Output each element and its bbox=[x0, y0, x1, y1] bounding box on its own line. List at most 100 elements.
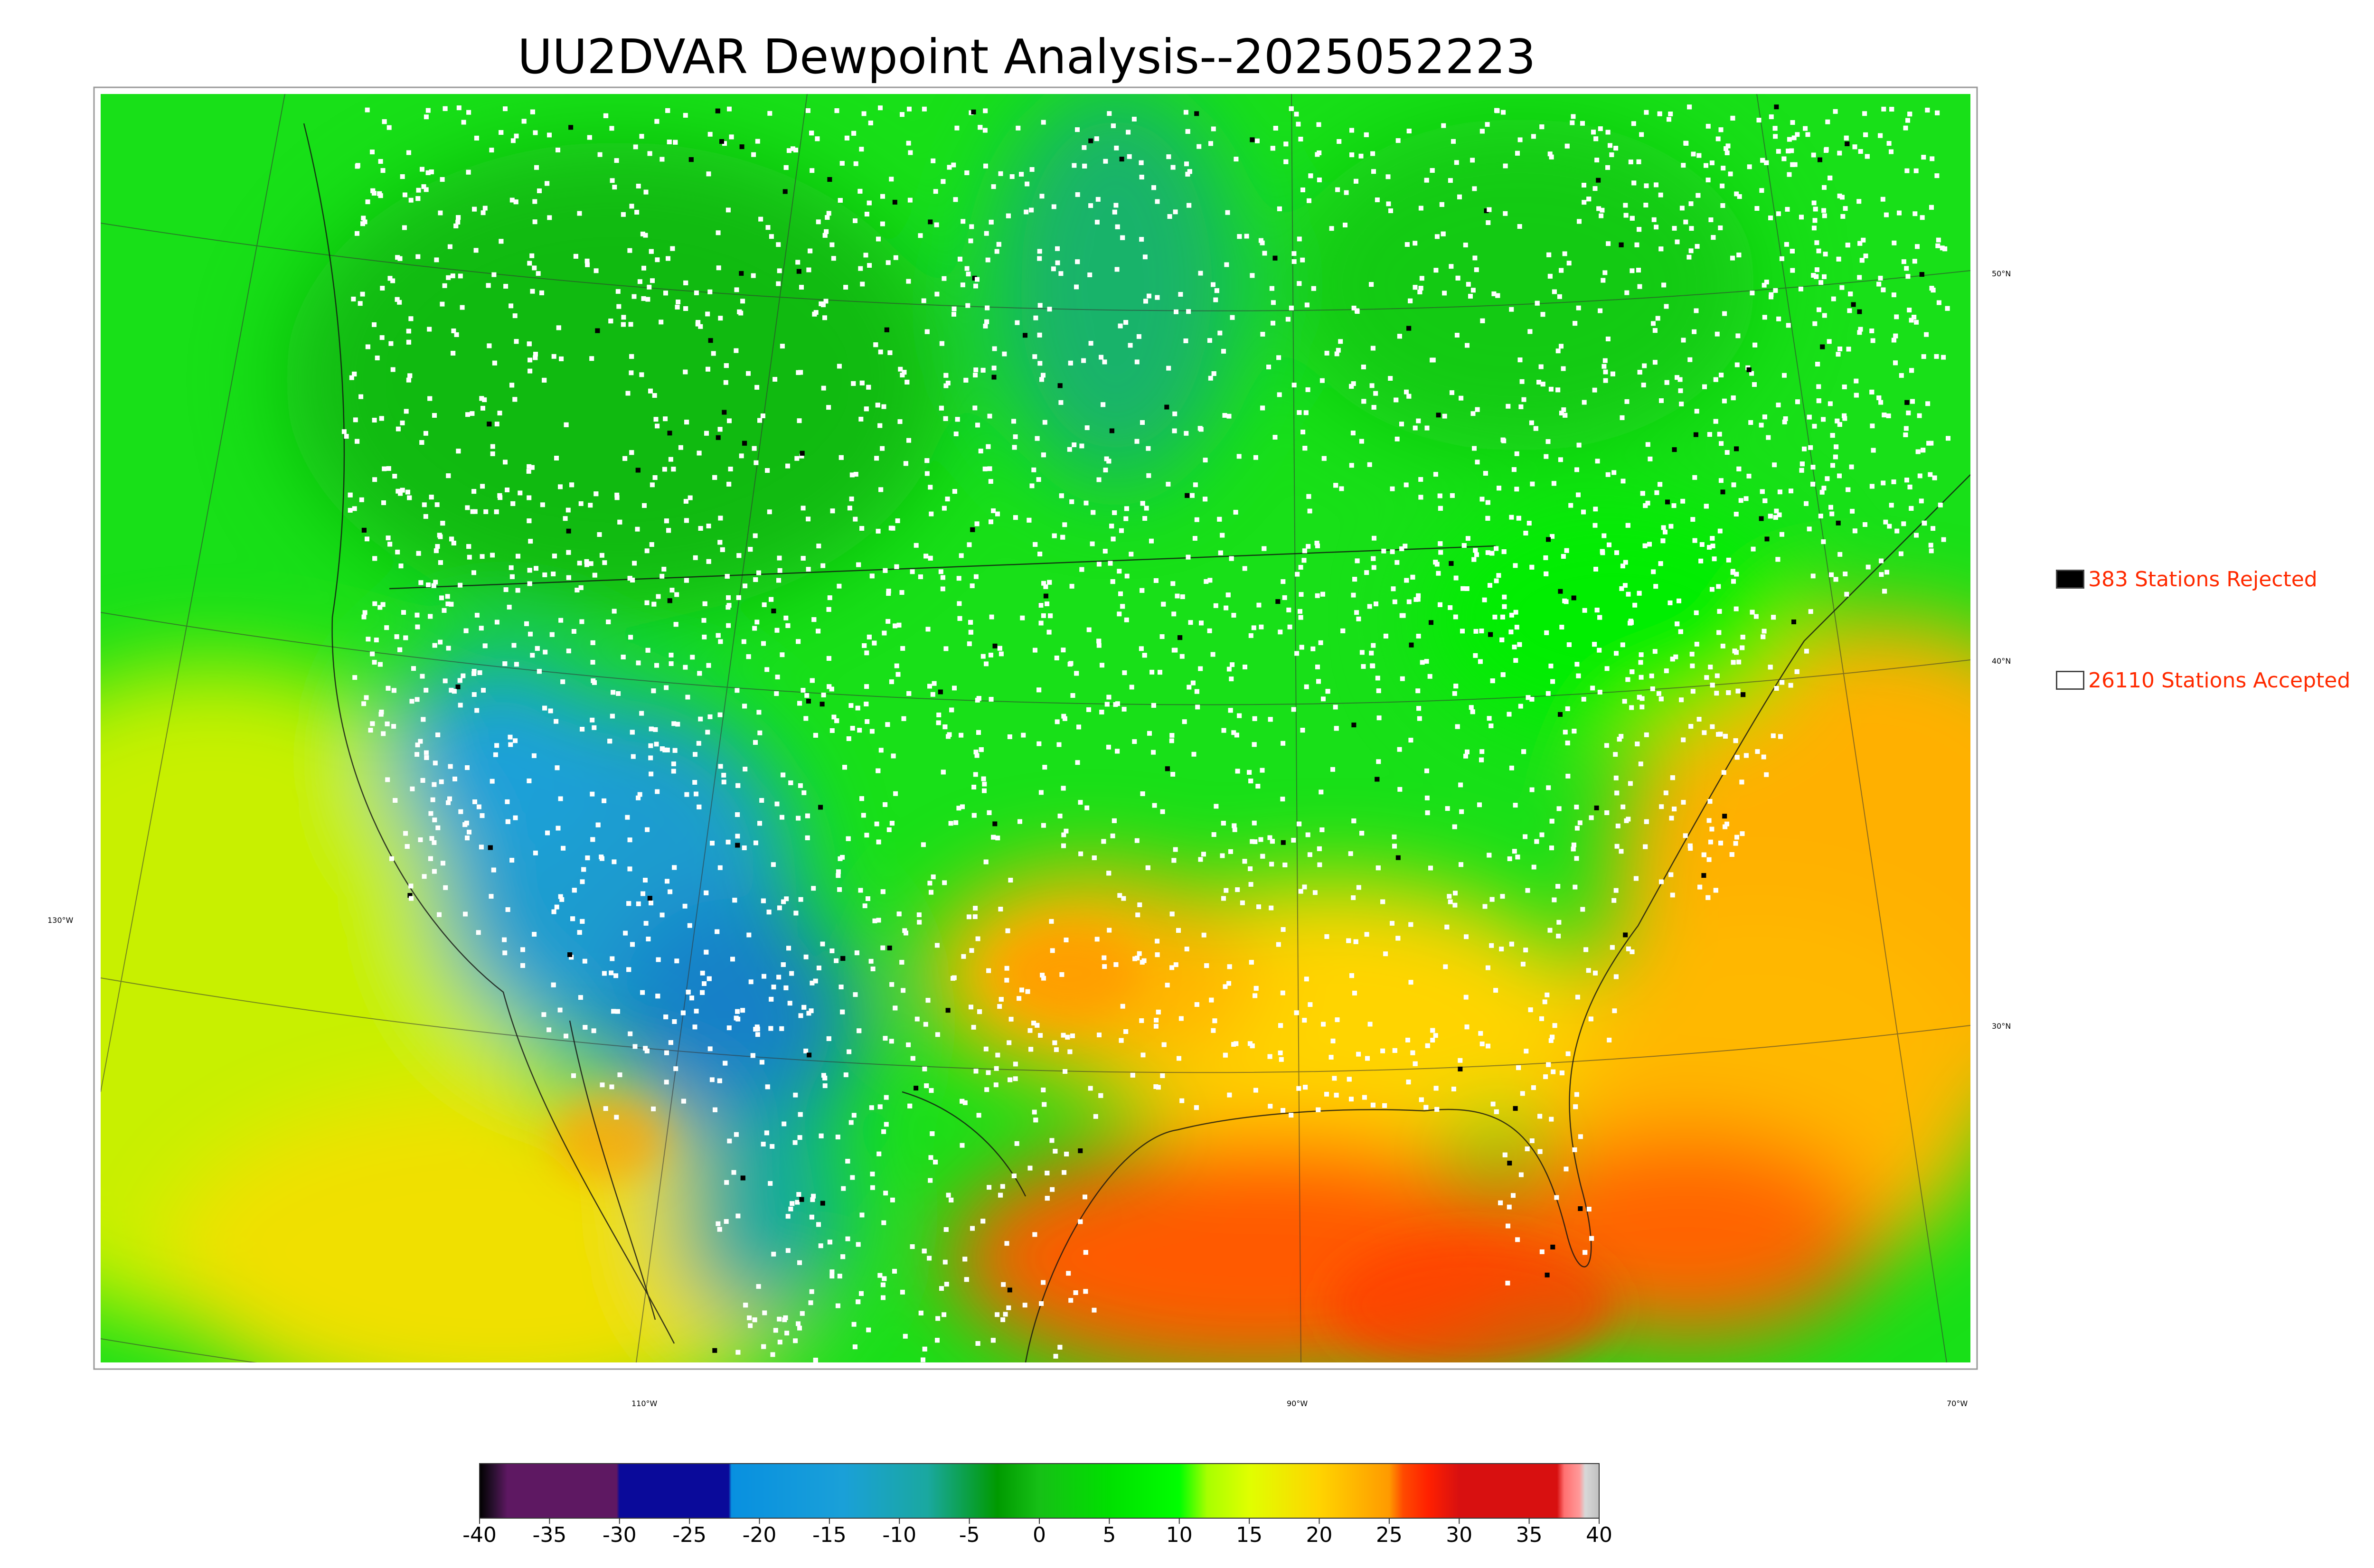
station-marker bbox=[1540, 382, 1545, 387]
station-marker bbox=[364, 695, 369, 700]
station-marker bbox=[1565, 706, 1570, 711]
station-marker bbox=[1302, 446, 1308, 451]
station-marker bbox=[1938, 502, 1943, 507]
station-marker bbox=[551, 909, 556, 914]
station-marker bbox=[1178, 1016, 1184, 1021]
station-marker bbox=[1221, 821, 1226, 826]
station-marker bbox=[639, 711, 644, 716]
station-marker bbox=[389, 856, 394, 861]
station-marker bbox=[1121, 896, 1126, 901]
station-marker bbox=[868, 121, 873, 125]
station-marker bbox=[1717, 432, 1722, 437]
station-marker bbox=[1353, 939, 1358, 944]
station-marker bbox=[1413, 241, 1418, 246]
station-marker bbox=[595, 822, 601, 827]
station-marker bbox=[742, 704, 747, 709]
station-marker bbox=[977, 1009, 982, 1014]
station-marker bbox=[1572, 729, 1577, 734]
station-marker bbox=[1604, 666, 1610, 671]
station-marker bbox=[1731, 395, 1736, 401]
station-marker bbox=[1237, 713, 1242, 718]
station-marker bbox=[1240, 900, 1245, 905]
station-marker bbox=[1209, 997, 1214, 1003]
station-marker bbox=[1055, 719, 1060, 724]
station-marker bbox=[1578, 1134, 1583, 1139]
station-marker bbox=[964, 170, 970, 175]
station-marker bbox=[1419, 1097, 1424, 1102]
station-marker bbox=[1718, 225, 1723, 230]
station-marker bbox=[540, 502, 545, 507]
station-marker bbox=[1776, 316, 1781, 321]
station-marker bbox=[480, 554, 485, 559]
station-marker bbox=[776, 242, 781, 247]
station-marker bbox=[1120, 235, 1125, 240]
station-marker bbox=[621, 212, 626, 217]
station-marker bbox=[927, 1256, 932, 1261]
station-marker bbox=[1359, 831, 1365, 836]
station-marker bbox=[854, 950, 859, 956]
station-marker bbox=[1637, 284, 1642, 289]
station-marker bbox=[942, 880, 947, 885]
station-marker bbox=[697, 671, 702, 676]
station-marker bbox=[1424, 795, 1430, 800]
station-marker bbox=[1517, 137, 1523, 142]
station-marker bbox=[886, 589, 891, 594]
station-marker bbox=[1523, 948, 1528, 953]
station-marker bbox=[1041, 452, 1046, 458]
station-marker bbox=[1468, 294, 1473, 299]
station-marker bbox=[1936, 300, 1941, 305]
station-marker bbox=[1294, 1010, 1299, 1015]
station-marker bbox=[1517, 642, 1522, 647]
station-marker bbox=[1081, 358, 1086, 363]
station-marker bbox=[928, 555, 933, 561]
station-marker bbox=[922, 1346, 927, 1352]
station-marker bbox=[636, 660, 641, 666]
station-marker bbox=[1629, 705, 1634, 710]
station-marker bbox=[1617, 737, 1622, 742]
station-marker bbox=[1776, 149, 1781, 154]
filled-square-icon bbox=[2056, 570, 2084, 589]
station-marker bbox=[1625, 523, 1630, 528]
station-marker bbox=[1351, 895, 1356, 900]
station-marker bbox=[1811, 200, 1817, 206]
station-marker bbox=[1135, 956, 1140, 961]
station-marker bbox=[1418, 495, 1423, 500]
station-marker bbox=[1097, 1033, 1102, 1038]
station-marker bbox=[775, 675, 780, 680]
station-marker bbox=[724, 363, 729, 368]
station-marker bbox=[461, 120, 466, 125]
station-marker bbox=[804, 693, 810, 698]
station-marker bbox=[928, 219, 933, 225]
station-marker bbox=[1693, 432, 1698, 437]
station-marker bbox=[477, 670, 482, 675]
station-marker bbox=[1819, 489, 1825, 495]
station-marker bbox=[700, 970, 705, 976]
station-marker bbox=[1439, 202, 1444, 207]
station-marker bbox=[1324, 350, 1329, 356]
station-marker bbox=[1507, 856, 1512, 861]
station-marker bbox=[876, 839, 881, 845]
station-marker bbox=[554, 456, 559, 460]
station-marker bbox=[424, 750, 429, 755]
station-marker bbox=[801, 1005, 807, 1010]
station-marker bbox=[684, 518, 689, 523]
station-marker bbox=[1624, 818, 1629, 823]
station-marker bbox=[1038, 790, 1044, 795]
station-marker bbox=[666, 256, 670, 261]
station-marker bbox=[1413, 1061, 1418, 1066]
station-marker bbox=[385, 721, 390, 726]
station-marker bbox=[509, 303, 514, 309]
station-marker bbox=[446, 473, 451, 479]
station-marker bbox=[1863, 132, 1868, 137]
station-marker bbox=[1417, 716, 1422, 721]
station-marker bbox=[1375, 197, 1380, 202]
station-marker bbox=[636, 901, 641, 906]
station-marker bbox=[1768, 514, 1773, 519]
station-marker bbox=[1042, 1102, 1047, 1107]
station-marker bbox=[1535, 300, 1540, 306]
station-marker bbox=[1574, 662, 1580, 667]
station-marker bbox=[1891, 479, 1896, 484]
station-marker bbox=[1664, 304, 1669, 309]
station-marker bbox=[897, 419, 903, 424]
station-marker bbox=[1551, 481, 1556, 486]
